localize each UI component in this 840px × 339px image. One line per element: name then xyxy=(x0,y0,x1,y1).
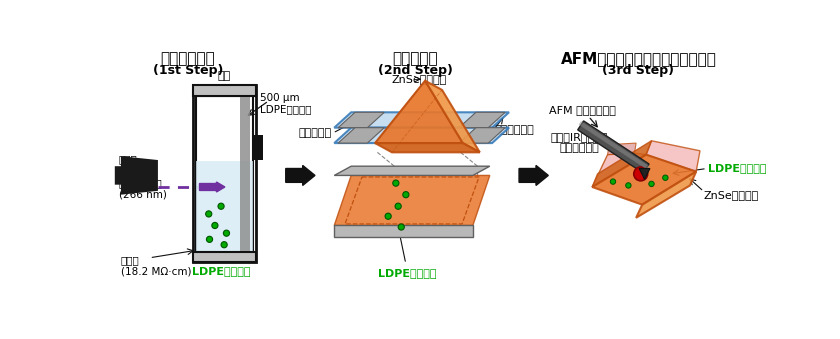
Polygon shape xyxy=(636,172,696,218)
Polygon shape xyxy=(334,112,509,128)
Bar xyxy=(239,97,250,251)
Polygon shape xyxy=(334,128,509,143)
Text: ZnSeプリズム: ZnSeプリズム xyxy=(704,190,759,200)
Circle shape xyxy=(626,183,631,188)
Polygon shape xyxy=(334,175,490,225)
Polygon shape xyxy=(375,143,480,152)
Circle shape xyxy=(611,179,616,184)
Circle shape xyxy=(648,181,654,186)
Circle shape xyxy=(395,203,402,209)
Bar xyxy=(197,161,253,251)
Text: ナノ粒子生成: ナノ粒子生成 xyxy=(160,52,215,66)
Text: 回収と配置: 回収と配置 xyxy=(392,52,438,66)
Text: パルスIRレーザー
（波長可変）: パルスIRレーザー （波長可変） xyxy=(550,132,608,153)
Polygon shape xyxy=(339,112,385,128)
Bar xyxy=(193,252,255,262)
Text: ZnSeプリズム: ZnSeプリズム xyxy=(391,74,447,84)
Polygon shape xyxy=(592,155,696,205)
Polygon shape xyxy=(375,81,463,143)
Polygon shape xyxy=(334,166,490,175)
Circle shape xyxy=(207,236,213,242)
Polygon shape xyxy=(459,128,505,143)
Bar xyxy=(193,85,255,96)
Polygon shape xyxy=(115,156,158,195)
FancyArrow shape xyxy=(286,165,315,185)
Polygon shape xyxy=(578,121,649,173)
Polygon shape xyxy=(592,153,646,187)
Circle shape xyxy=(206,211,212,217)
Polygon shape xyxy=(334,225,473,237)
Text: AFM カンチレバー: AFM カンチレバー xyxy=(549,105,616,115)
Bar xyxy=(193,85,255,262)
FancyArrow shape xyxy=(519,165,549,185)
Circle shape xyxy=(393,180,399,186)
Bar xyxy=(253,135,264,160)
Polygon shape xyxy=(639,168,650,179)
FancyArrow shape xyxy=(200,182,225,192)
Text: 500 μm
LDPEフィルム: 500 μm LDPEフィルム xyxy=(260,93,311,115)
Text: カバーガラス: カバーガラス xyxy=(495,125,534,135)
Text: LDPEナノ粒子: LDPEナノ粒子 xyxy=(192,265,250,276)
Text: (3rd Step): (3rd Step) xyxy=(602,64,675,77)
Circle shape xyxy=(398,224,404,230)
Circle shape xyxy=(212,222,218,228)
Circle shape xyxy=(663,175,668,180)
Circle shape xyxy=(221,242,228,248)
Circle shape xyxy=(403,192,409,198)
Text: (2nd Step): (2nd Step) xyxy=(378,64,453,77)
Polygon shape xyxy=(425,81,480,152)
Polygon shape xyxy=(459,112,505,128)
Text: LDPEナノ粒子: LDPEナノ粒子 xyxy=(378,268,437,278)
Text: 超純水
(18.2 MΩ·cm): 超純水 (18.2 MΩ·cm) xyxy=(121,255,192,276)
Polygon shape xyxy=(339,128,385,143)
Polygon shape xyxy=(607,143,636,155)
Text: AFM観察と赤外線スペクトル評価: AFM観察と赤外線スペクトル評価 xyxy=(560,52,717,66)
Circle shape xyxy=(218,203,224,209)
Circle shape xyxy=(223,230,229,236)
Polygon shape xyxy=(646,141,700,172)
Text: セル: セル xyxy=(218,71,231,81)
Text: スペーサー: スペーサー xyxy=(299,128,332,138)
Bar xyxy=(196,96,254,252)
Text: ナノ秒
紫外線
パルスレーザー
(266 nm): ナノ秒 紫外線 パルスレーザー (266 nm) xyxy=(118,155,166,199)
Circle shape xyxy=(634,167,648,181)
Polygon shape xyxy=(592,141,652,187)
Text: LDPEナノ粒子: LDPEナノ粒子 xyxy=(708,163,766,174)
Circle shape xyxy=(385,213,391,219)
Text: (1st Step): (1st Step) xyxy=(153,64,223,77)
